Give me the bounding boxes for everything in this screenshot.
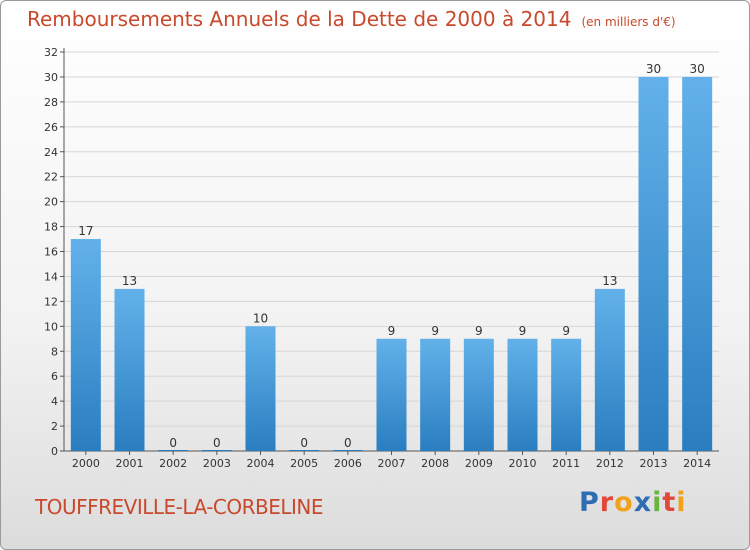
x-tick-label-2011: 2011 [552,457,580,470]
data-label-2012: 13 [602,274,617,288]
bar-2006 [332,450,363,451]
bar-2003 [201,450,232,451]
y-tick-label: 30 [44,71,58,84]
bar-2002 [158,450,189,451]
x-tick-label-2012: 2012 [596,457,624,470]
bar-2001 [114,288,145,451]
bar-2014 [682,76,713,451]
x-tick-label-2007: 2007 [378,457,406,470]
x-tick-label-2003: 2003 [203,457,231,470]
data-label-2007: 9 [388,324,396,338]
y-tick-label: 28 [44,96,58,109]
chart-unit: (en milliers d'€) [581,15,676,29]
bar-2011 [551,338,582,451]
bar-2004 [245,326,276,451]
data-label-2009: 9 [475,324,483,338]
data-label-2011: 9 [562,324,570,338]
y-tick-label: 18 [44,221,58,234]
x-tick-label-2009: 2009 [465,457,493,470]
logo-letter: i [676,487,687,518]
x-tick-label-2008: 2008 [421,457,449,470]
bar-2008 [420,338,451,451]
logo-letter: t [662,487,677,518]
bars [70,76,713,451]
y-tick-label: 10 [44,320,58,333]
y-tick-label: 0 [51,445,58,458]
proxiti-logo: Proxiti [579,487,687,518]
data-label-2004: 10 [253,311,268,325]
y-tick-label: 4 [51,395,58,408]
logo-letter: x [633,487,653,518]
data-label-2010: 9 [519,324,527,338]
x-tick-label-2000: 2000 [72,457,100,470]
x-tick-label-2013: 2013 [640,457,668,470]
y-tick-label: 12 [44,295,58,308]
x-tick-label-2014: 2014 [683,457,711,470]
x-tick-label-2004: 2004 [247,457,275,470]
data-label-2005: 0 [300,436,308,450]
bar-2007 [376,338,407,451]
bar-2005 [289,450,320,451]
x-tick-label-2001: 2001 [116,457,144,470]
data-label-2000: 17 [78,224,93,238]
chart-title-text: Remboursements Annuels de la Dette de 20… [27,7,572,31]
data-label-2008: 9 [431,324,439,338]
x-tick-label-2010: 2010 [509,457,537,470]
bar-2012 [594,288,625,451]
logo-letter: i [652,487,663,518]
bar-2013 [638,76,669,451]
logo-letter: P [579,487,600,518]
commune-name: TOUFFREVILLE-LA-CORBELINE [35,495,324,519]
y-tick-label: 8 [51,345,58,358]
logo-letter: o [614,487,634,518]
chart-title: Remboursements Annuels de la Dette de 20… [27,7,676,31]
x-tick-label-2005: 2005 [290,457,318,470]
bar-2009 [463,338,494,451]
bar-2010 [507,338,538,451]
data-label-2001: 13 [122,274,137,288]
data-label-2014: 30 [690,62,705,76]
labels: 2000 17 2001 13 2002 0 2003 0 2004 10 2005 0 2006 0 20… [72,62,711,470]
bar-2000 [70,239,101,451]
data-label-2013: 30 [646,62,661,76]
y-tick-label: 16 [44,246,58,259]
data-label-2002: 0 [169,436,177,450]
y-tick-label: 6 [51,370,58,383]
logo-letter: r [599,487,615,518]
y-tick-label: 2 [51,420,58,433]
y-tick-label: 22 [44,171,58,184]
y-tick-label: 32 [44,46,58,59]
y-tick-label: 20 [44,196,58,209]
y-tick-label: 26 [44,121,58,134]
x-tick-label-2006: 2006 [334,457,362,470]
y-tick-label: 24 [44,146,58,159]
y-tick-label: 14 [44,270,58,283]
data-label-2003: 0 [213,436,221,450]
data-label-2006: 0 [344,436,352,450]
x-tick-label-2002: 2002 [159,457,187,470]
